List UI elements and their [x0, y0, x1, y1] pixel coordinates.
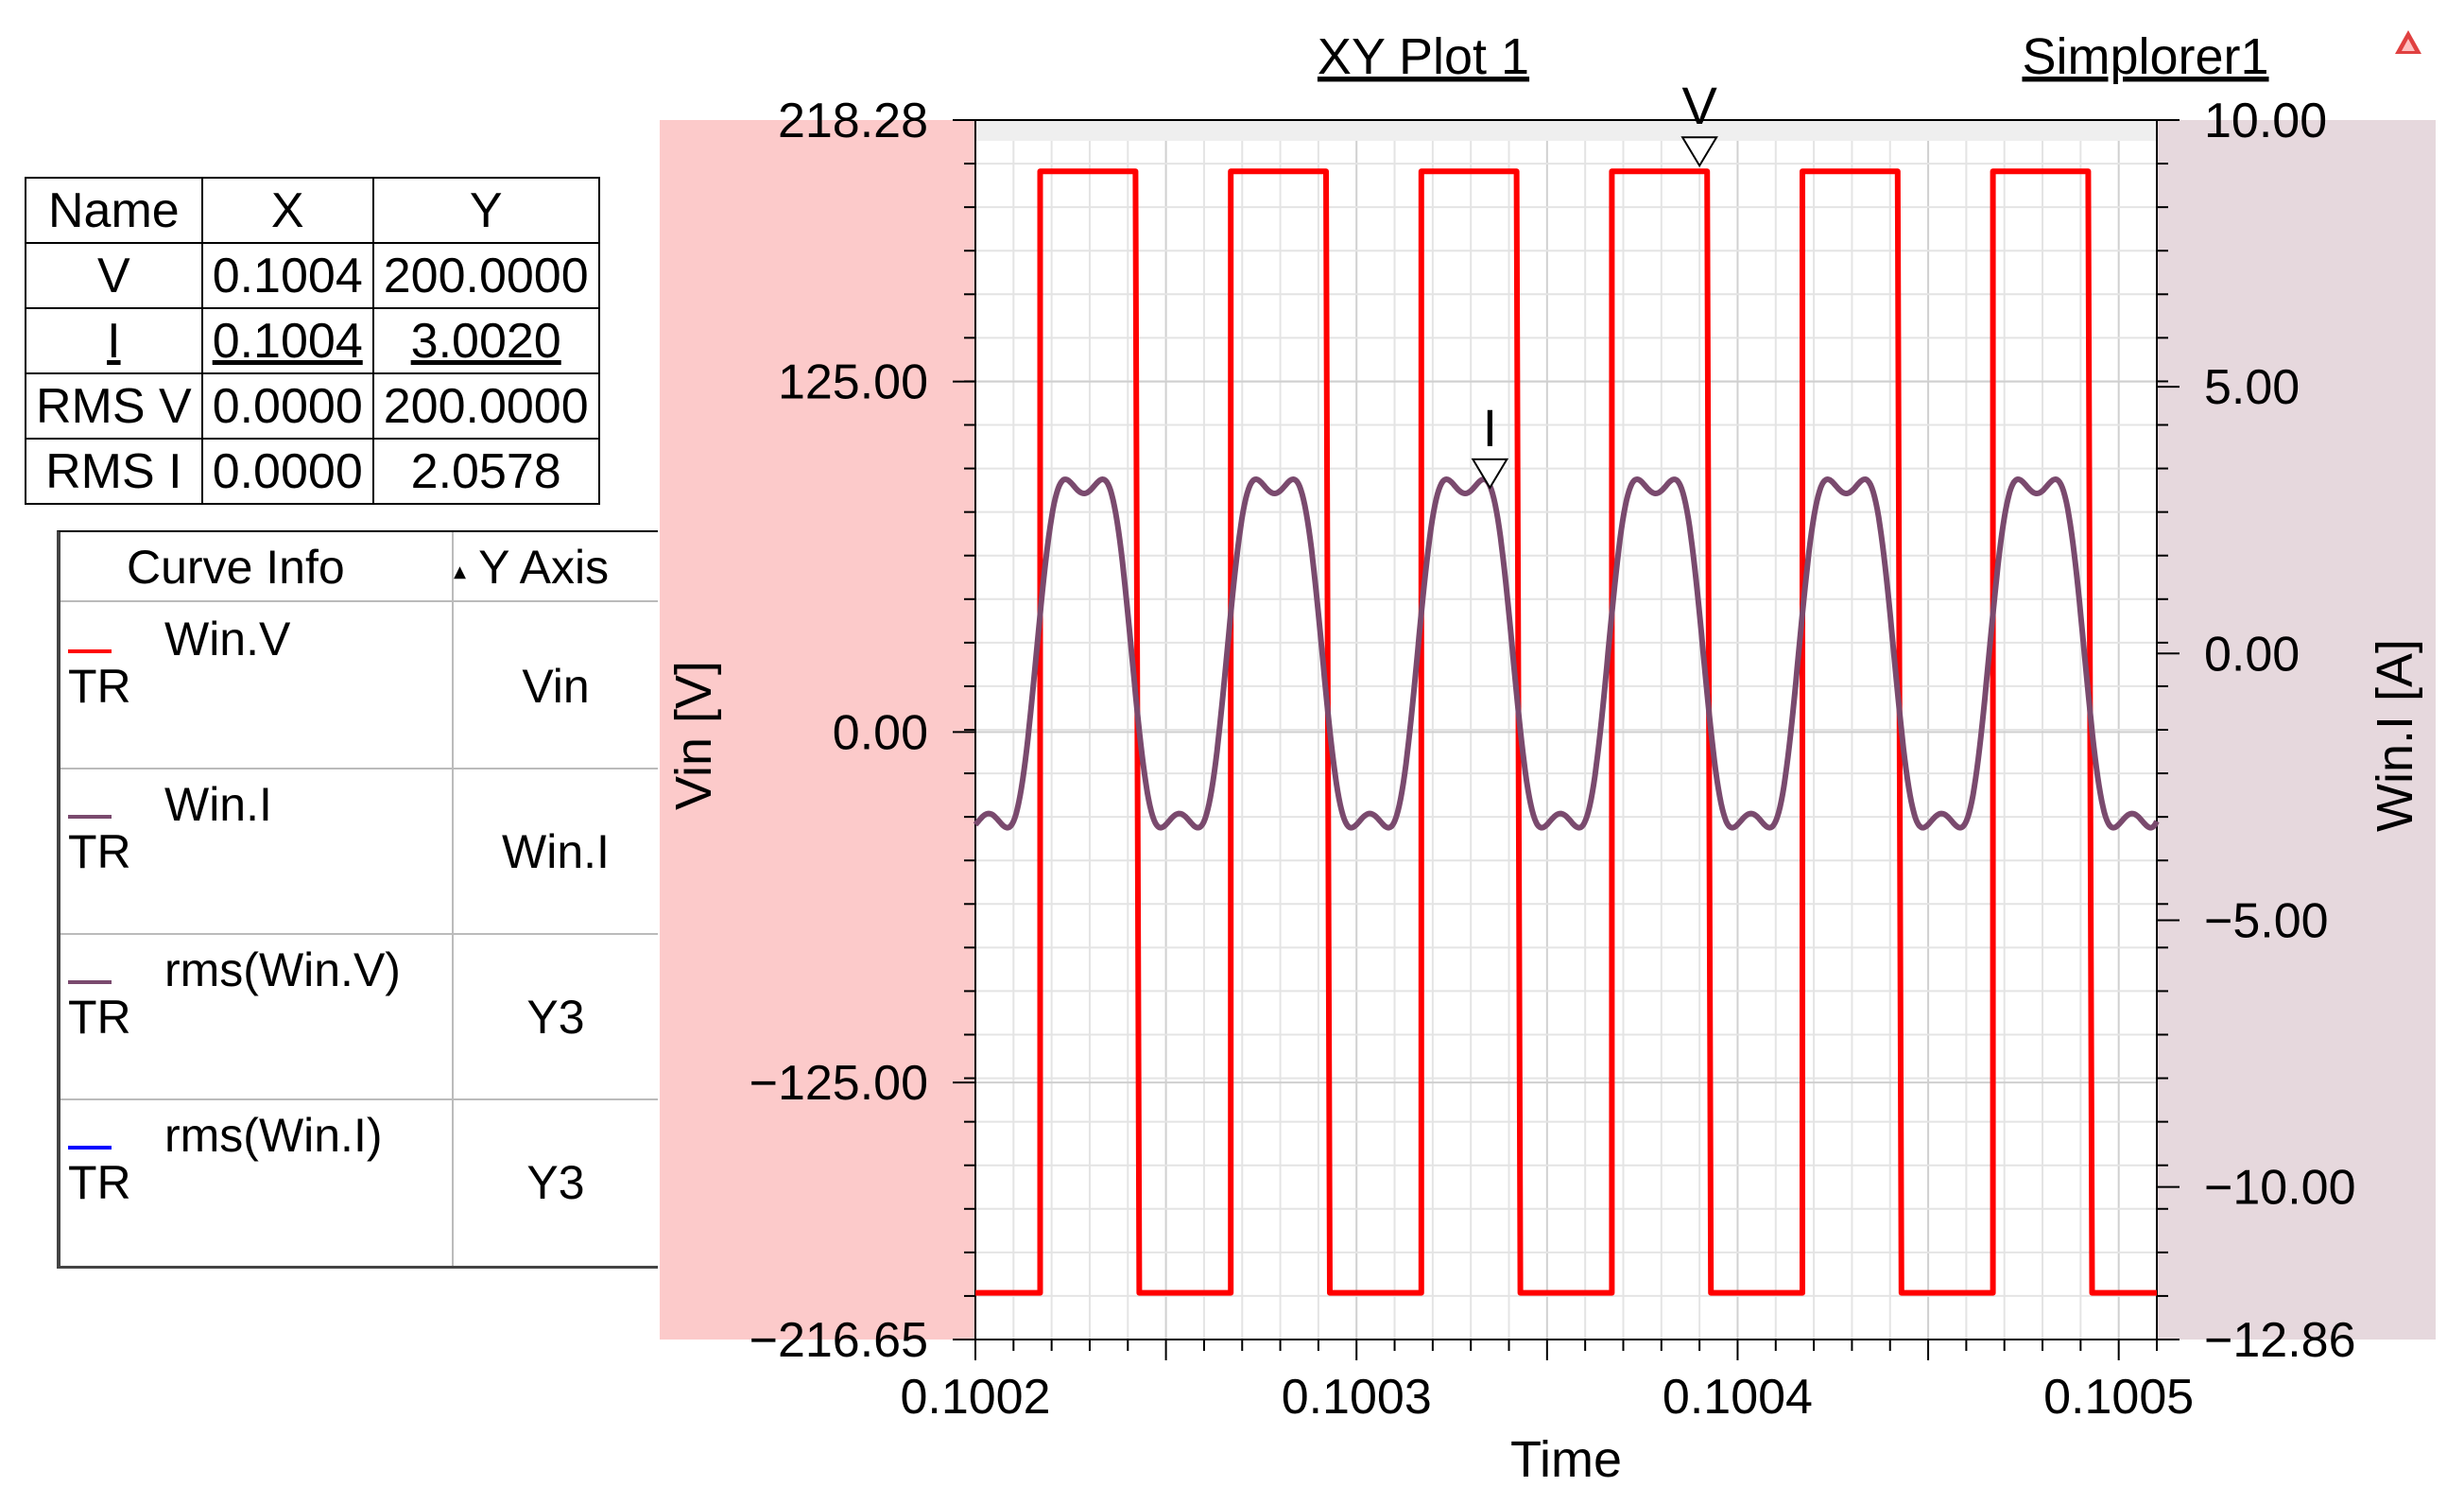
- curve-tr: TR: [68, 660, 131, 713]
- x-tick-label: 0.1002: [900, 1370, 1050, 1425]
- marker-row-rms-i[interactable]: RMS I 0.0000 2.0578: [25, 438, 600, 505]
- curve-name: rms(Win.I): [164, 1109, 383, 1162]
- marker-name: V: [25, 242, 203, 309]
- marker-table-header: Name X Y: [25, 177, 600, 244]
- plot-top-band: [975, 120, 2157, 141]
- curve-tr: TR: [68, 1156, 131, 1209]
- marker-name: RMS V: [25, 372, 203, 440]
- marker-name-text: I: [107, 313, 121, 369]
- marker-y: 200.0000: [371, 242, 600, 309]
- marker-label-i: I: [1483, 398, 1498, 458]
- marker-row-rms-v[interactable]: RMS V 0.0000 200.0000: [25, 372, 600, 440]
- marker-y: 3.0020: [371, 307, 600, 374]
- x-tick-label: 0.1003: [1282, 1370, 1432, 1425]
- marker-y: 200.0000: [371, 372, 600, 440]
- curve-swatch: [68, 815, 112, 819]
- curve-swatch: [68, 1146, 112, 1150]
- y-right-tick-label: 0.00: [2204, 627, 2300, 682]
- ticks-layer: 218.28 125.00 0.00 −125.00 −216.65 10.00 5.00 0…: [750, 94, 2356, 1425]
- sort-arrow-icon: ▴: [454, 556, 467, 585]
- marker-row-v[interactable]: V 0.1004 200.0000: [25, 242, 600, 309]
- marker-table: Name X Y V 0.1004 200.0000 I 0.1004 3.00…: [25, 177, 600, 505]
- marker-col-y: Y: [371, 177, 600, 244]
- y-left-tick-label: 0.00: [833, 705, 928, 760]
- markers-layer: VI: [1471, 76, 1718, 490]
- series-win-v[interactable]: [975, 168, 2157, 1296]
- y-left-tick-label: 218.28: [778, 94, 928, 148]
- curve-info-column-header[interactable]: Curve Info: [127, 541, 345, 594]
- marker-col-name: Name: [25, 177, 203, 244]
- curve-swatch: [68, 649, 112, 653]
- curve-axis: Vin: [522, 660, 590, 713]
- marker-name: RMS I: [25, 438, 203, 505]
- y-right-tick-label: −10.00: [2204, 1161, 2356, 1216]
- curve-axis: Y3: [526, 991, 585, 1044]
- project-name: Simplorer1: [2022, 28, 2268, 85]
- curve-axis: Win.I: [502, 825, 610, 878]
- y-left-tick-label: −216.65: [750, 1313, 928, 1368]
- y-right-tick-label: −12.86: [2204, 1313, 2356, 1368]
- curve-tr: TR: [68, 825, 131, 878]
- curve-name: Win.I: [164, 778, 272, 831]
- series-win-i[interactable]: [973, 476, 2160, 831]
- marker-x: 0.1004: [200, 242, 374, 309]
- plot-title: XY Plot 1: [1318, 28, 1529, 85]
- x-tick-label: 0.1005: [2043, 1370, 2194, 1425]
- y-axis-right-label: Win.I [A]: [2367, 639, 2423, 832]
- curve-name: Win.V: [164, 613, 291, 666]
- series-layer: [973, 168, 2160, 1296]
- curve-row-rms-win-v[interactable]: rms(Win.V) TR Y3: [60, 933, 658, 1100]
- marker-y: 2.0578: [371, 438, 600, 505]
- x-axis-label: Time: [1510, 1431, 1622, 1488]
- marker-name: I: [25, 307, 203, 374]
- curve-row-win-i[interactable]: Win.I TR Win.I: [60, 768, 658, 935]
- left-axis-band: [660, 120, 975, 1340]
- y-right-tick-label: 10.00: [2204, 94, 2327, 148]
- curve-info-header: Curve Info ▴ Y Axis: [60, 532, 658, 602]
- marker-col-x: X: [200, 177, 374, 244]
- curve-info-divider: [452, 532, 454, 1266]
- marker-triangle-v[interactable]: [1680, 136, 1718, 168]
- x-tick-label: 0.1004: [1663, 1370, 1813, 1425]
- marker-x: 0.0000: [200, 438, 374, 505]
- curve-row-rms-win-i[interactable]: rms(Win.I) TR Y3: [60, 1098, 658, 1264]
- curve-swatch: [68, 980, 112, 984]
- curve-row-win-v[interactable]: Win.V TR Vin: [60, 602, 658, 769]
- marker-label-v: V: [1681, 76, 1717, 135]
- y-left-tick-label: −125.00: [750, 1056, 928, 1111]
- curve-tr: TR: [68, 991, 131, 1044]
- analysis-icon[interactable]: [2395, 30, 2421, 54]
- marker-x: 0.1004: [200, 307, 374, 374]
- curve-axis: Y3: [526, 1156, 585, 1209]
- y-axis-left-label: Vin [V]: [665, 661, 722, 810]
- y-right-tick-label: −5.00: [2204, 893, 2329, 948]
- curve-info-legend: Curve Info ▴ Y Axis Win.V TR Vin Win.I T…: [57, 530, 658, 1269]
- plot-grid: [974, 119, 2158, 1340]
- y-axis-column-label: Y Axis: [478, 541, 610, 594]
- y-axis-column-header[interactable]: ▴ Y Axis: [454, 540, 609, 595]
- marker-y-text: 3.0020: [410, 313, 561, 369]
- curve-name: rms(Win.V): [164, 943, 401, 996]
- y-right-tick-label: 5.00: [2204, 360, 2300, 415]
- marker-x-text: 0.1004: [212, 313, 363, 369]
- marker-triangle-i[interactable]: [1471, 458, 1509, 490]
- marker-x: 0.0000: [200, 372, 374, 440]
- marker-row-i[interactable]: I 0.1004 3.0020: [25, 307, 600, 374]
- y-left-tick-label: 125.00: [778, 355, 928, 410]
- right-axis-band: [2157, 120, 2436, 1340]
